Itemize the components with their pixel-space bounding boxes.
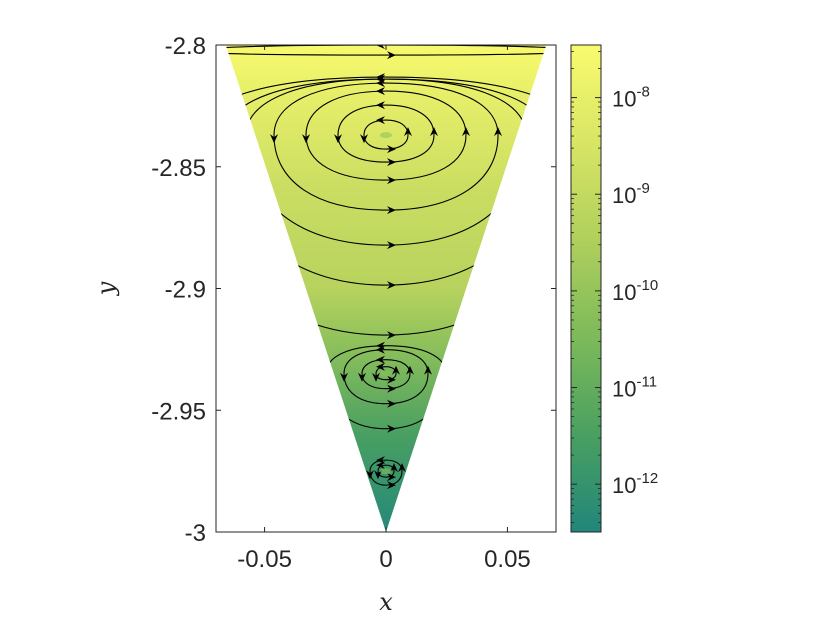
- y-tick-label: -2.95: [151, 398, 206, 425]
- streamline-top: [225, 45, 547, 56]
- x-tick-label: 0: [379, 546, 392, 573]
- heatmap-domain: [225, 45, 547, 532]
- colorbar-tick-exponent: -8: [636, 84, 649, 101]
- vortex-center: [380, 370, 392, 377]
- colorbar-tick-base: 10: [612, 280, 636, 305]
- colorbar-tick-exponent: -9: [636, 180, 649, 197]
- colorbar-tick-base: 10: [612, 377, 636, 402]
- colorbar-tick-label: 10-10: [612, 277, 658, 305]
- y-tick-label: -2.85: [151, 155, 206, 182]
- y-tick-label: -3: [185, 520, 206, 547]
- x-axis-label: x: [379, 588, 393, 616]
- vortex-centers: [380, 132, 392, 475]
- colorbar-tick-label: 10-8: [612, 84, 650, 112]
- y-tick-label: -2.9: [165, 277, 206, 304]
- streamline-upper: [305, 90, 467, 181]
- colorbar-tick-base: 10: [612, 473, 636, 498]
- colorbar-tick-base: 10: [612, 183, 636, 208]
- colorbar-tick-base: 10: [612, 87, 636, 112]
- vortex-center: [380, 468, 392, 475]
- plot-area: -0.05 0 0.05 -2.8 -2.85 -2.9 -2.95 -3 x y: [92, 33, 557, 616]
- colorbar-tick-exponent: -11: [636, 374, 657, 391]
- y-tick-label: -2.8: [165, 33, 206, 60]
- colorbar-tick-label: 10-12: [612, 470, 658, 498]
- x-axis-ticks: -0.05 0 0.05: [237, 45, 531, 573]
- vortex-center: [380, 132, 392, 139]
- colorbar-tick-label: 10-11: [612, 374, 657, 402]
- colorbar-tick-exponent: -12: [636, 470, 658, 487]
- colorbar-bar: [570, 44, 602, 533]
- x-tick-label: -0.05: [237, 546, 292, 573]
- colorbar-tick-exponent: -10: [636, 277, 658, 294]
- y-axis-ticks: -2.8 -2.85 -2.9 -2.95 -3: [151, 33, 556, 547]
- colorbar-minor-ticks: [571, 51, 601, 524]
- y-axis-label: y: [92, 281, 120, 296]
- colorbar-tick-label: 10-9: [612, 180, 650, 208]
- streamline-upper: [245, 78, 527, 246]
- streamline-upper: [337, 104, 435, 163]
- streamline-middle: [343, 349, 429, 405]
- streamline-upper: [225, 76, 547, 336]
- x-tick-label: 0.05: [484, 546, 531, 573]
- streamline-upper: [273, 82, 499, 211]
